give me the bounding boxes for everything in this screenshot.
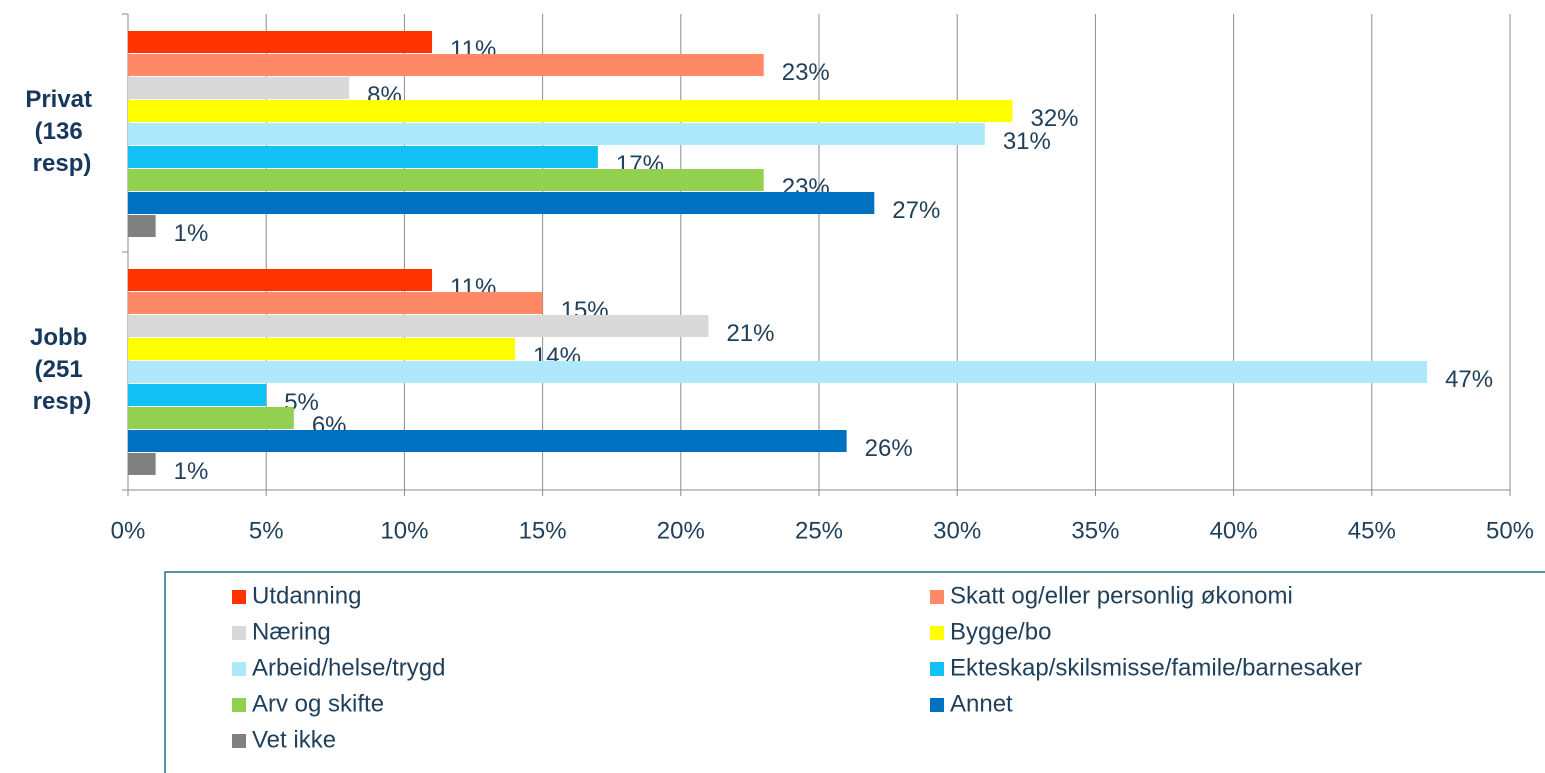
x-tick-label: 45% bbox=[1348, 517, 1396, 544]
data-label: 31% bbox=[1003, 128, 1051, 155]
legend-label: Annet bbox=[950, 690, 1013, 717]
data-label: 26% bbox=[865, 435, 913, 462]
bar bbox=[128, 292, 543, 314]
bar bbox=[128, 215, 156, 237]
legend-label: Ekteskap/skilsmisse/famile/barnesaker bbox=[950, 654, 1362, 681]
bar bbox=[128, 384, 267, 406]
x-tick-label: 10% bbox=[380, 517, 428, 544]
bar bbox=[128, 54, 764, 76]
data-label: 47% bbox=[1445, 366, 1493, 393]
bar bbox=[128, 269, 433, 291]
legend-label: Bygge/bo bbox=[950, 618, 1051, 645]
bar bbox=[128, 407, 294, 429]
data-label: 1% bbox=[174, 458, 209, 485]
bar bbox=[128, 453, 156, 475]
legend-swatch bbox=[930, 626, 944, 640]
x-tick-label: 20% bbox=[657, 517, 705, 544]
x-tick-label: 35% bbox=[1071, 517, 1119, 544]
bar bbox=[128, 77, 350, 99]
bar bbox=[128, 315, 709, 337]
x-tick-label: 25% bbox=[795, 517, 843, 544]
data-label: 1% bbox=[174, 220, 209, 247]
bar bbox=[128, 338, 515, 360]
x-tick-label: 5% bbox=[249, 517, 284, 544]
legend-label: Næring bbox=[252, 618, 331, 645]
legend-swatch bbox=[232, 698, 246, 712]
legend-label: Skatt og/eller personlig økonomi bbox=[950, 582, 1293, 609]
x-tick-label: 15% bbox=[519, 517, 567, 544]
legend-label: Arv og skifte bbox=[252, 690, 384, 717]
category-label: Jobb (251 resp) bbox=[30, 324, 94, 415]
bar bbox=[128, 430, 847, 452]
legend-swatch bbox=[930, 698, 944, 712]
x-tick-label: 0% bbox=[111, 517, 146, 544]
legend-frame bbox=[164, 571, 1545, 773]
legend-swatch bbox=[232, 590, 246, 604]
legend-label: Utdanning bbox=[252, 582, 361, 609]
bar bbox=[128, 192, 875, 214]
bar bbox=[128, 361, 1428, 383]
legend-swatch bbox=[232, 734, 246, 748]
legend-swatch bbox=[232, 626, 246, 640]
legend-label: Arbeid/helse/trygd bbox=[252, 654, 445, 681]
bar bbox=[128, 146, 598, 168]
data-label: 27% bbox=[892, 197, 940, 224]
x-tick-label: 50% bbox=[1486, 517, 1534, 544]
bar bbox=[128, 123, 985, 145]
x-tick-label: 30% bbox=[933, 517, 981, 544]
x-tick-label: 40% bbox=[1210, 517, 1258, 544]
bar bbox=[128, 169, 764, 191]
legend-swatch bbox=[232, 662, 246, 676]
category-label: Privat (136 resp) bbox=[25, 86, 98, 177]
legend-swatch bbox=[930, 590, 944, 604]
bar bbox=[128, 100, 1013, 122]
data-label: 21% bbox=[726, 320, 774, 347]
data-label: 23% bbox=[782, 59, 830, 86]
legend-swatch bbox=[930, 662, 944, 676]
data-label: 32% bbox=[1030, 105, 1078, 132]
bar bbox=[128, 31, 433, 53]
legend-label: Vet ikke bbox=[252, 726, 336, 753]
